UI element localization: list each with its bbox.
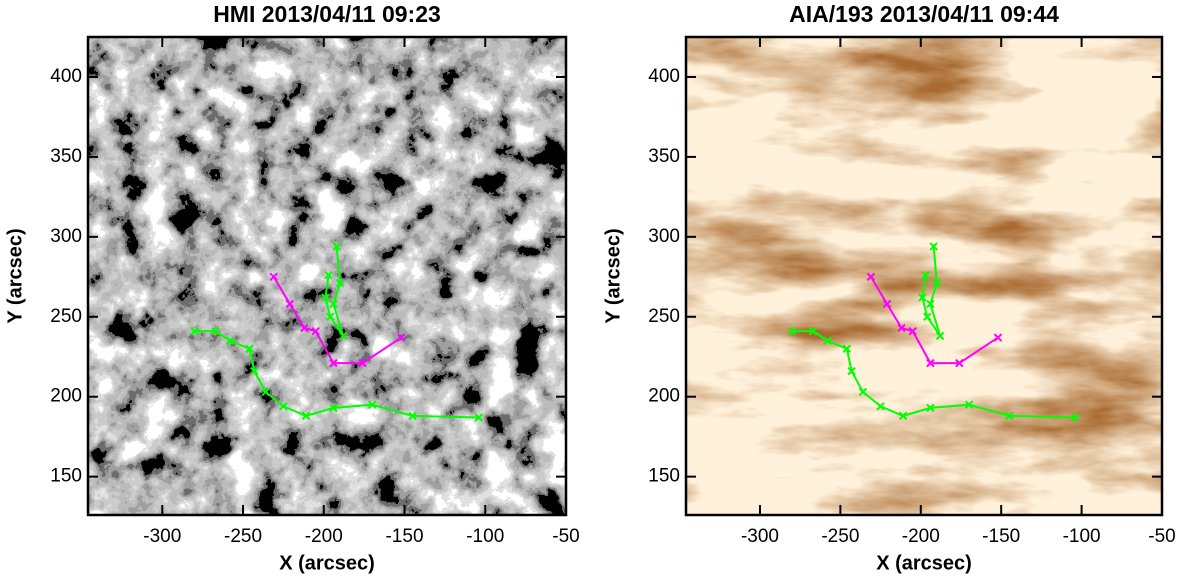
y-tick-label: 250: [50, 306, 82, 327]
plot-frame: [684, 35, 1164, 517]
track-point: [866, 272, 876, 282]
track-point: [474, 413, 484, 422]
x-tick-label: -100: [1063, 526, 1101, 547]
track-point: [964, 400, 974, 409]
track-point: [935, 331, 945, 341]
track-point: [787, 326, 797, 336]
track-point: [842, 344, 852, 353]
plot-area: [686, 37, 1162, 515]
x-tick-label: -50: [1148, 526, 1175, 547]
track-point: [190, 326, 199, 336]
x-tick-label: -50: [552, 526, 579, 547]
y-tick-label: 350: [50, 146, 82, 167]
track-point: [358, 358, 367, 368]
track-point: [921, 270, 930, 280]
track-point: [926, 403, 935, 413]
track-point: [1005, 411, 1014, 421]
track-point: [397, 333, 406, 342]
track-point: [898, 411, 908, 421]
y-tick-label: 250: [648, 306, 680, 327]
plot-area: [88, 37, 566, 515]
x-tick-label: -150: [982, 526, 1020, 547]
track-point: [993, 333, 1003, 342]
track-point: [250, 366, 259, 376]
track-point: [332, 242, 341, 251]
x-tick-label: -100: [466, 526, 504, 547]
track-point: [908, 326, 917, 336]
track-point: [324, 270, 333, 280]
track-point: [321, 293, 330, 302]
track-point: [311, 326, 320, 336]
track-point: [326, 312, 335, 321]
track-point: [926, 299, 935, 309]
track-point: [225, 336, 235, 345]
track-point: [876, 402, 885, 411]
x-tick-label: -300: [741, 526, 779, 547]
track-point: [823, 336, 832, 345]
track-point: [261, 387, 270, 397]
track-point: [335, 278, 345, 288]
track-point: [955, 358, 964, 368]
x-axis-label: X (arcsec): [876, 552, 972, 574]
chart-title: AIA/193 2013/04/11 09:44: [789, 1, 1059, 27]
y-tick-label: 300: [648, 226, 680, 247]
track-point: [300, 323, 309, 333]
track-point: [301, 411, 311, 421]
track-point: [279, 402, 288, 411]
track-point: [285, 299, 295, 309]
track-point: [932, 278, 942, 288]
track-point: [897, 323, 906, 333]
y-tick-label: 350: [648, 146, 680, 167]
x-tick-label: -250: [821, 526, 859, 547]
x-tick-label: -300: [143, 526, 181, 547]
track-point: [211, 326, 220, 336]
track-point: [858, 387, 868, 397]
y-tick-label: 150: [50, 466, 82, 487]
track-point: [882, 299, 892, 309]
y-axis-label: Y (arcsec): [4, 228, 26, 323]
y-tick-label: 400: [648, 66, 680, 87]
y-tick-label: 300: [50, 226, 82, 247]
plot-frame: [86, 35, 568, 517]
track-point: [1070, 413, 1080, 422]
track-point: [408, 411, 417, 421]
track-point: [923, 312, 932, 321]
x-tick-label: -250: [224, 526, 262, 547]
track-point: [338, 331, 348, 341]
track-point: [329, 358, 338, 368]
y-tick-label: 200: [50, 386, 82, 407]
track-point: [329, 403, 338, 413]
x-axis-label: X (arcsec): [279, 552, 375, 574]
track-point: [808, 326, 818, 336]
y-tick-label: 200: [648, 386, 680, 407]
y-tick-label: 400: [50, 66, 82, 87]
track-point: [926, 358, 935, 368]
track-point: [368, 400, 377, 409]
x-tick-label: -150: [385, 526, 423, 547]
x-tick-label: -200: [902, 526, 940, 547]
track-point: [847, 366, 856, 376]
track-point: [918, 293, 927, 302]
track-point: [929, 242, 938, 251]
y-tick-label: 150: [648, 466, 680, 487]
track-point: [245, 344, 254, 353]
chart-title: HMI 2013/04/11 09:23: [213, 1, 441, 27]
x-tick-label: -200: [305, 526, 343, 547]
track-point: [269, 272, 278, 282]
track-point: [329, 299, 338, 309]
y-axis-label: Y (arcsec): [602, 228, 624, 323]
